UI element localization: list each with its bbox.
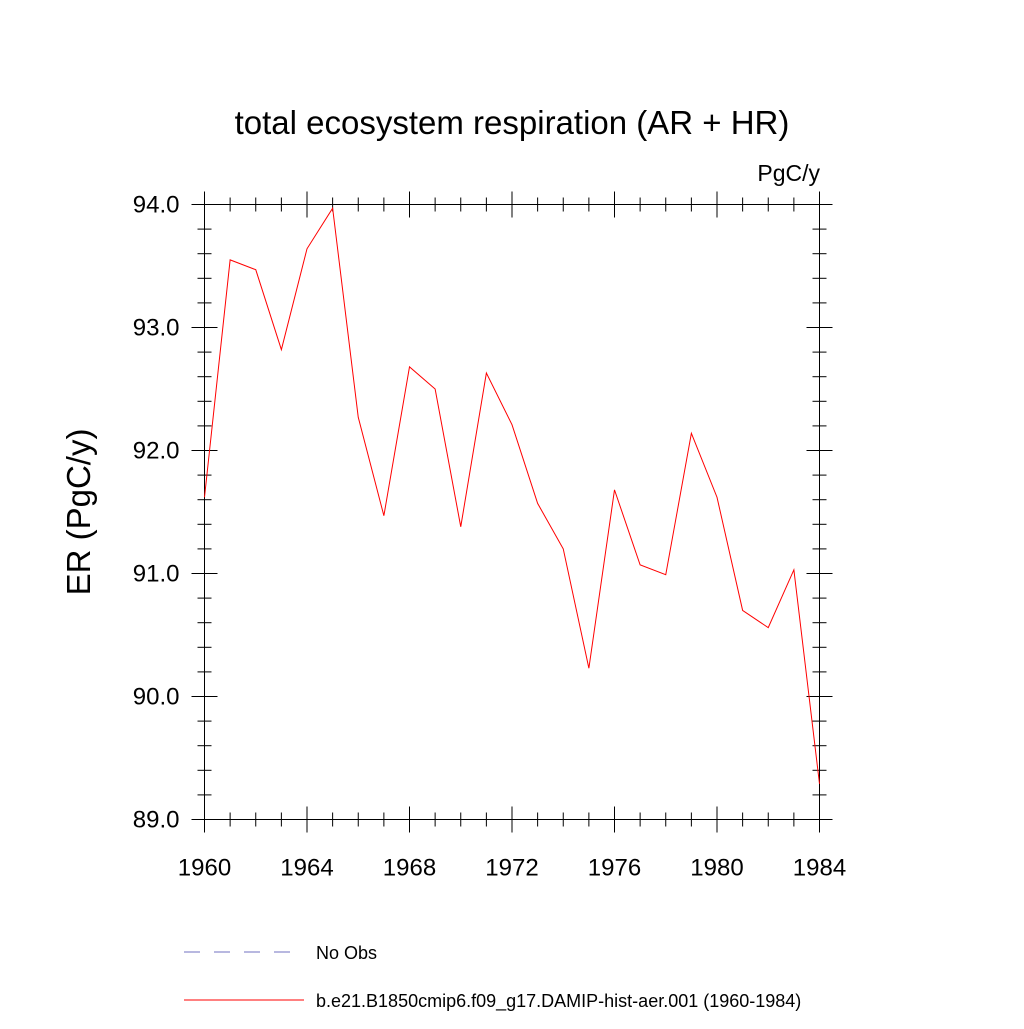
y-tick-label: 91.0	[133, 561, 180, 588]
x-tick-label: 1980	[690, 855, 743, 882]
legend-label-0: No Obs	[316, 943, 377, 963]
x-tick-label: 1972	[485, 855, 538, 882]
x-tick-label: 1968	[383, 855, 436, 882]
x-tick-label: 1964	[280, 855, 333, 882]
units-label: PgC/y	[757, 160, 820, 186]
x-tick-label: 1984	[793, 855, 846, 882]
series-line-1	[204, 206, 820, 784]
legend-label-1: b.e21.B1850cmip6.f09_g17.DAMIP-hist-aer.…	[316, 991, 801, 1012]
y-tick-label: 92.0	[133, 438, 180, 465]
axis-ticks	[191, 191, 833, 833]
legend: No Obs b.e21.B1850cmip6.f09_g17.DAMIP-his…	[184, 943, 801, 1012]
y-tick-label: 94.0	[133, 192, 180, 219]
y-tick-label: 90.0	[133, 684, 180, 711]
tick-labels: 89.0 90.0 91.0 92.0 93.0 94.0 1960 1964 1968 1972…	[133, 192, 846, 882]
x-tick-label: 1960	[178, 855, 231, 882]
y-axis-label: ER (PgC/y)	[60, 429, 97, 596]
y-tick-label: 89.0	[133, 807, 180, 834]
chart-title: total ecosystem respiration (AR + HR)	[235, 104, 790, 141]
series-layer	[204, 206, 820, 784]
plot-frame	[204, 204, 820, 820]
x-tick-label: 1976	[588, 855, 641, 882]
y-tick-label: 93.0	[133, 315, 180, 342]
